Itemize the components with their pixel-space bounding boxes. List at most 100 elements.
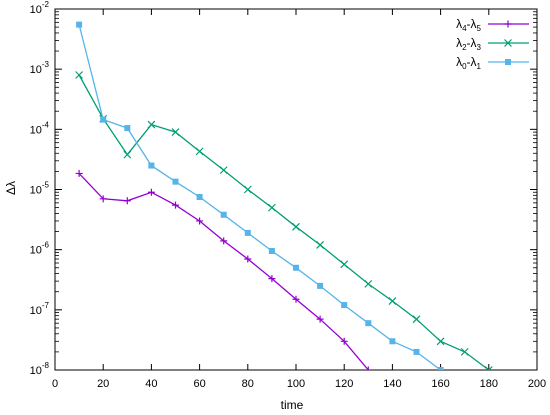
series-1 [75,71,493,370]
data-point [317,282,324,289]
data-point [171,128,180,137]
y-tick-mantissa: 10 [30,305,42,317]
data-point [437,367,444,370]
data-point [484,366,493,370]
y-tick-exponent: -5 [42,181,50,190]
data-point [460,347,469,356]
data-point [292,222,300,231]
x-tick-label: 120 [335,378,353,390]
x-axis-ticks: 0 20 40 60 80 100 120 140 160 180 200 [52,9,546,390]
x-tick-label: 180 [480,378,498,390]
data-point [316,315,324,323]
legend-text: -λ [467,36,477,50]
data-point [413,348,420,355]
data-point [123,197,131,205]
y-tick-mantissa: 10 [30,365,42,377]
y-tick-mantissa: 10 [30,185,42,197]
legend-text: -λ [467,17,477,31]
y-tick-mantissa: 10 [30,4,42,16]
y-tick-label: 10-5 [30,181,50,197]
data-point [172,178,179,185]
data-point [123,150,132,159]
data-point [147,120,156,129]
legend-text: λ [456,17,462,31]
legend-subscript: 0 [462,62,467,71]
y-tick-label: 10-3 [30,60,50,76]
x-tick-label: 80 [242,378,254,390]
data-point [316,240,325,249]
data-point [412,315,421,324]
y-tick-exponent: -4 [42,120,50,129]
legend-text: -λ [467,55,477,69]
data-point [220,211,227,218]
data-point [244,255,252,263]
y-tick-exponent: -7 [42,301,50,310]
legend-text: λ [456,55,462,69]
data-point [243,185,252,194]
x-tick-label: 160 [431,378,449,390]
data-point [267,203,276,212]
legend-marker [505,59,511,65]
x-axis-label: time [281,398,304,412]
y-tick-mantissa: 10 [30,124,42,136]
data-point [76,21,83,28]
data-point [148,162,155,169]
legend-marker [504,39,512,47]
y-tick-mantissa: 10 [30,245,42,257]
data-point [364,366,372,370]
legend-subscript: 2 [462,43,467,52]
data-point [220,237,228,245]
data-point [147,188,155,196]
legend-subscript: 1 [477,62,482,71]
data-point [244,229,251,236]
y-tick-exponent: -3 [42,60,50,69]
series-2 [76,21,444,370]
data-point [364,279,373,288]
data-point [219,166,228,175]
series-layer [75,21,493,370]
y-axis-ticks: 10-810-710-610-510-410-310-2 [30,0,537,377]
data-point [340,260,349,269]
data-point [268,248,275,255]
x-tick-label: 140 [383,378,401,390]
x-tick-label: 0 [52,378,58,390]
y-tick-label: 10-8 [30,361,50,377]
legend-subscript: 3 [477,43,482,52]
data-point [124,125,131,132]
y-tick-label: 10-7 [30,301,50,317]
x-tick-label: 200 [528,378,546,390]
data-point [340,337,348,345]
legend-marker [504,20,512,28]
data-point [195,147,204,156]
data-point [389,338,396,345]
data-point [341,302,348,309]
legend-subscript: 4 [462,24,467,33]
data-point [100,116,107,123]
data-point [365,320,372,327]
y-tick-exponent: -2 [42,0,50,9]
series-line [78,172,369,370]
legend-subscript: 5 [477,24,482,33]
legend-label: λ4-λ5 [456,17,481,33]
series-line [78,24,441,370]
data-point [268,275,276,283]
y-tick-exponent: -6 [42,241,50,250]
data-point [75,169,83,177]
y-tick-label: 10-6 [30,241,50,257]
x-tick-label: 20 [97,378,109,390]
x-tick-label: 40 [145,378,157,390]
data-point [293,264,299,271]
series-line [78,74,490,370]
legend-label: λ2-λ3 [456,36,481,52]
y-tick-mantissa: 10 [30,64,42,76]
data-point [99,195,107,203]
y-tick-label: 10-4 [30,120,50,136]
data-point [196,217,204,225]
data-point [172,201,179,209]
data-point [388,297,397,305]
data-point [436,337,445,346]
x-tick-label: 100 [287,378,305,390]
data-point [292,295,300,303]
